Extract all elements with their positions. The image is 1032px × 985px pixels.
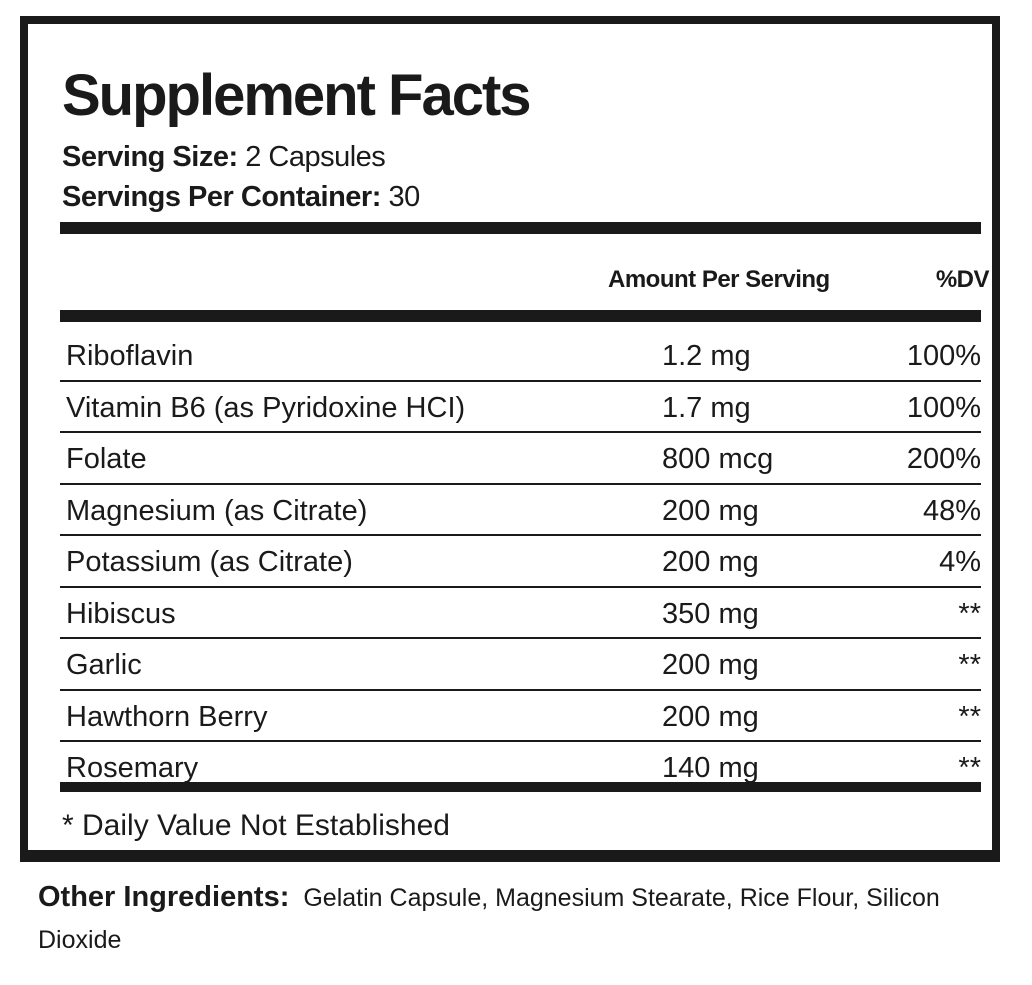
servings-per-container-value: 30	[388, 181, 420, 213]
nutrient-dv: 100%	[906, 391, 981, 424]
nutrient-dv: **	[958, 752, 981, 784]
nutrient-dv: 4%	[939, 546, 981, 578]
nutrient-dv: 200%	[906, 443, 981, 475]
nutrient-name: Rosemary	[66, 752, 199, 784]
nutrient-table: Riboflavin 1.2 mg 100% Vitamin B6 (as Pyrid…	[60, 330, 981, 792]
nutrient-amount: 200 mg	[662, 700, 759, 733]
nutrient-name: Hawthorn Berry	[66, 700, 268, 733]
table-row: Folate 800 mcg 200%	[60, 433, 981, 485]
panel-title: Supplement Facts	[62, 63, 532, 128]
supplement-facts-panel: Supplement Facts Serving Size: 2 Capsule…	[20, 16, 1000, 862]
nutrient-name: Hibiscus	[66, 597, 176, 630]
nutrient-name: Potassium (as Citrate)	[66, 546, 353, 578]
servings-per-container: Servings Per Container: 30	[62, 180, 420, 214]
nutrient-dv: 100%	[906, 340, 981, 372]
nutrient-name: Garlic	[66, 649, 142, 681]
divider	[60, 782, 981, 792]
nutrient-amount: 1.2 mg	[662, 340, 751, 372]
nutrient-amount: 800 mcg	[662, 443, 774, 475]
nutrient-amount: 200 mg	[662, 649, 759, 681]
amount-header: Amount Per Serving	[608, 266, 830, 293]
other-ingredients-value: Gelatin Capsule, Magnesium Stearate, Ric…	[38, 884, 940, 954]
other-ingredients-label: Other Ingredients:	[38, 881, 290, 913]
nutrient-amount: 1.7 mg	[662, 391, 751, 424]
table-row: Rosemary 140 mg **	[60, 742, 981, 792]
table-row: Hibiscus 350 mg **	[60, 588, 981, 639]
nutrient-name: Vitamin B6 (as Pyridoxine HCI)	[66, 391, 466, 424]
divider	[60, 310, 981, 322]
servings-per-container-label: Servings Per Container:	[62, 181, 381, 213]
other-ingredients: Other Ingredients: Gelatin Capsule, Magne…	[38, 876, 998, 961]
serving-size-label: Serving Size:	[62, 141, 238, 173]
table-row: Potassium (as Citrate) 200 mg 4%	[60, 536, 981, 588]
divider	[60, 222, 981, 234]
nutrient-dv: **	[958, 597, 981, 630]
nutrient-dv: **	[958, 700, 981, 733]
dv-header: %DV	[935, 266, 990, 293]
nutrient-name: Magnesium (as Citrate)	[66, 494, 368, 527]
table-row: Garlic 200 mg **	[60, 639, 981, 691]
serving-size-value: 2 Capsules	[245, 141, 386, 173]
nutrient-name: Riboflavin	[66, 340, 194, 372]
serving-size: Serving Size: 2 Capsules	[62, 140, 386, 174]
table-row: Magnesium (as Citrate) 200 mg 48%	[60, 485, 981, 536]
nutrient-amount: 200 mg	[662, 494, 759, 527]
table-row: Hawthorn Berry 200 mg **	[60, 691, 981, 742]
nutrient-amount: 140 mg	[662, 752, 759, 784]
table-row: Vitamin B6 (as Pyridoxine HCI) 1.7 mg 100%	[60, 382, 981, 433]
nutrient-dv: **	[958, 649, 981, 681]
nutrient-amount: 350 mg	[662, 597, 759, 630]
nutrient-dv: 48%	[922, 494, 981, 527]
nutrient-name: Folate	[66, 443, 147, 475]
footnote: * Daily Value Not Established	[62, 809, 450, 842]
table-row: Riboflavin 1.2 mg 100%	[60, 330, 981, 382]
nutrient-amount: 200 mg	[662, 546, 759, 578]
